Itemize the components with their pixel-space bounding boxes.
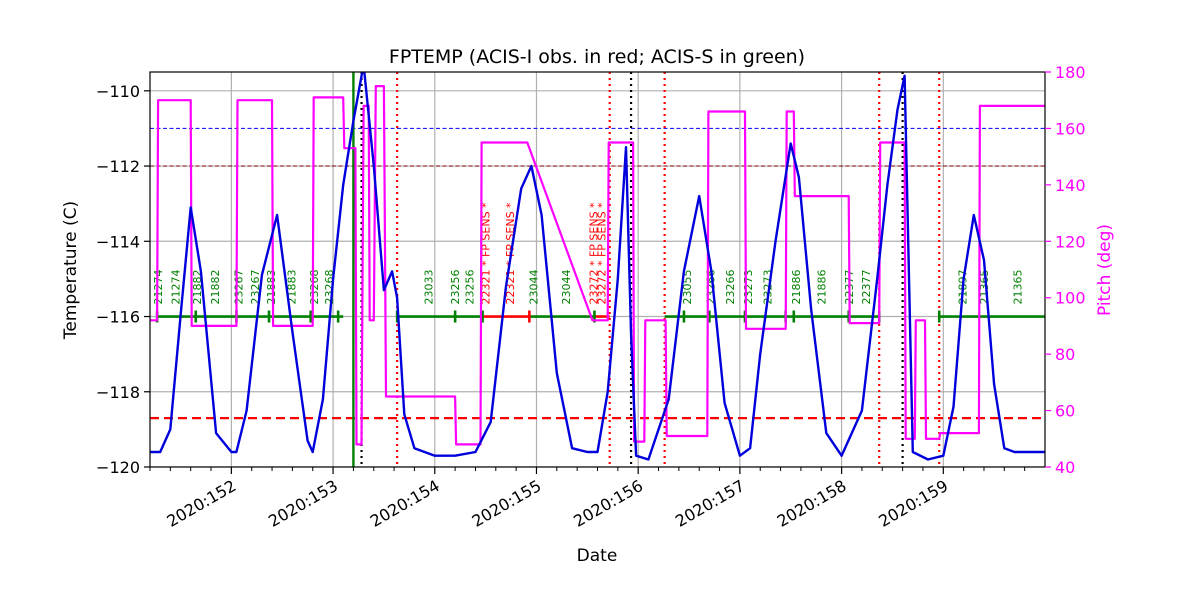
x-axis-label: Date (577, 546, 618, 566)
y-right-tick-label: 140 (1055, 176, 1086, 195)
obsid-label: 22377 (860, 270, 873, 305)
y-right-axis-label: Pitch (deg) (1095, 224, 1115, 316)
y-left-tick-label: −110 (96, 82, 140, 101)
obsid-label: 21365 (1012, 270, 1025, 305)
obsid-label: 21274 (169, 270, 182, 305)
obsid-label: 21882 (209, 270, 222, 305)
obsid-label: 21883 (265, 270, 278, 305)
limit-lines (150, 127, 1045, 420)
obsid-label: 23033 (423, 270, 436, 305)
obsid-label: 23256 (449, 270, 462, 305)
chart-title: FPTEMP (ACIS-I obs. in red; ACIS-S in gr… (389, 46, 805, 68)
obsid-label: 23273 (742, 270, 755, 305)
obsid-label: 23267 (233, 270, 246, 305)
y-left-tick-label: −116 (96, 308, 140, 327)
obsid-label: 21274 (152, 270, 165, 305)
y-right-tick-label: 40 (1055, 458, 1075, 477)
y-right-tick-label: 120 (1055, 232, 1086, 251)
y-left-tick-label: −114 (96, 232, 140, 251)
obsid-label: 23272 * FP SENS * (596, 202, 609, 305)
y-right-tick-label: 80 (1055, 345, 1075, 364)
obsid-label: 22321 * FP SENS * (480, 202, 493, 305)
y-left-tick-label: −118 (96, 383, 140, 402)
temperature-line (150, 72, 1045, 461)
y-right-tick-label: 160 (1055, 119, 1086, 138)
y-right-tick-label: 180 (1055, 63, 1086, 82)
obsid-label: 21886 (790, 270, 803, 305)
y-right-tick-label: 100 (1055, 289, 1086, 308)
obsid-label: 23272 * FP SENS * (588, 202, 601, 305)
obsid-label: 23055 (681, 270, 694, 305)
pitch-series (150, 84, 1045, 446)
temperature-series (150, 72, 1045, 461)
obsid-label: 23256 (463, 270, 476, 305)
obsid-label: 23044 (560, 270, 573, 305)
obsid-label: 23044 (527, 270, 540, 305)
pitch-line (150, 84, 1045, 446)
y-right-tick-label: 60 (1055, 402, 1075, 421)
y-left-axis-ticks: −120 −118 −116 −114 −112 −110 (96, 82, 150, 477)
obsid-label: 23266 (724, 270, 737, 305)
y-left-tick-label: −112 (96, 157, 140, 176)
y-left-axis-label: Temperature (C) (61, 201, 81, 340)
obsid-label: 23268 (308, 270, 321, 305)
obsid-label: 21886 (815, 270, 828, 305)
y-left-tick-label: −120 (96, 458, 140, 477)
observation-bars: 21274 21274 21882 21882 23267 23267 21883 21883… (152, 202, 1045, 323)
y-right-axis-ticks: 40 60 80 100 120 140 160 180 (1045, 63, 1086, 477)
event-lines (352, 72, 941, 467)
